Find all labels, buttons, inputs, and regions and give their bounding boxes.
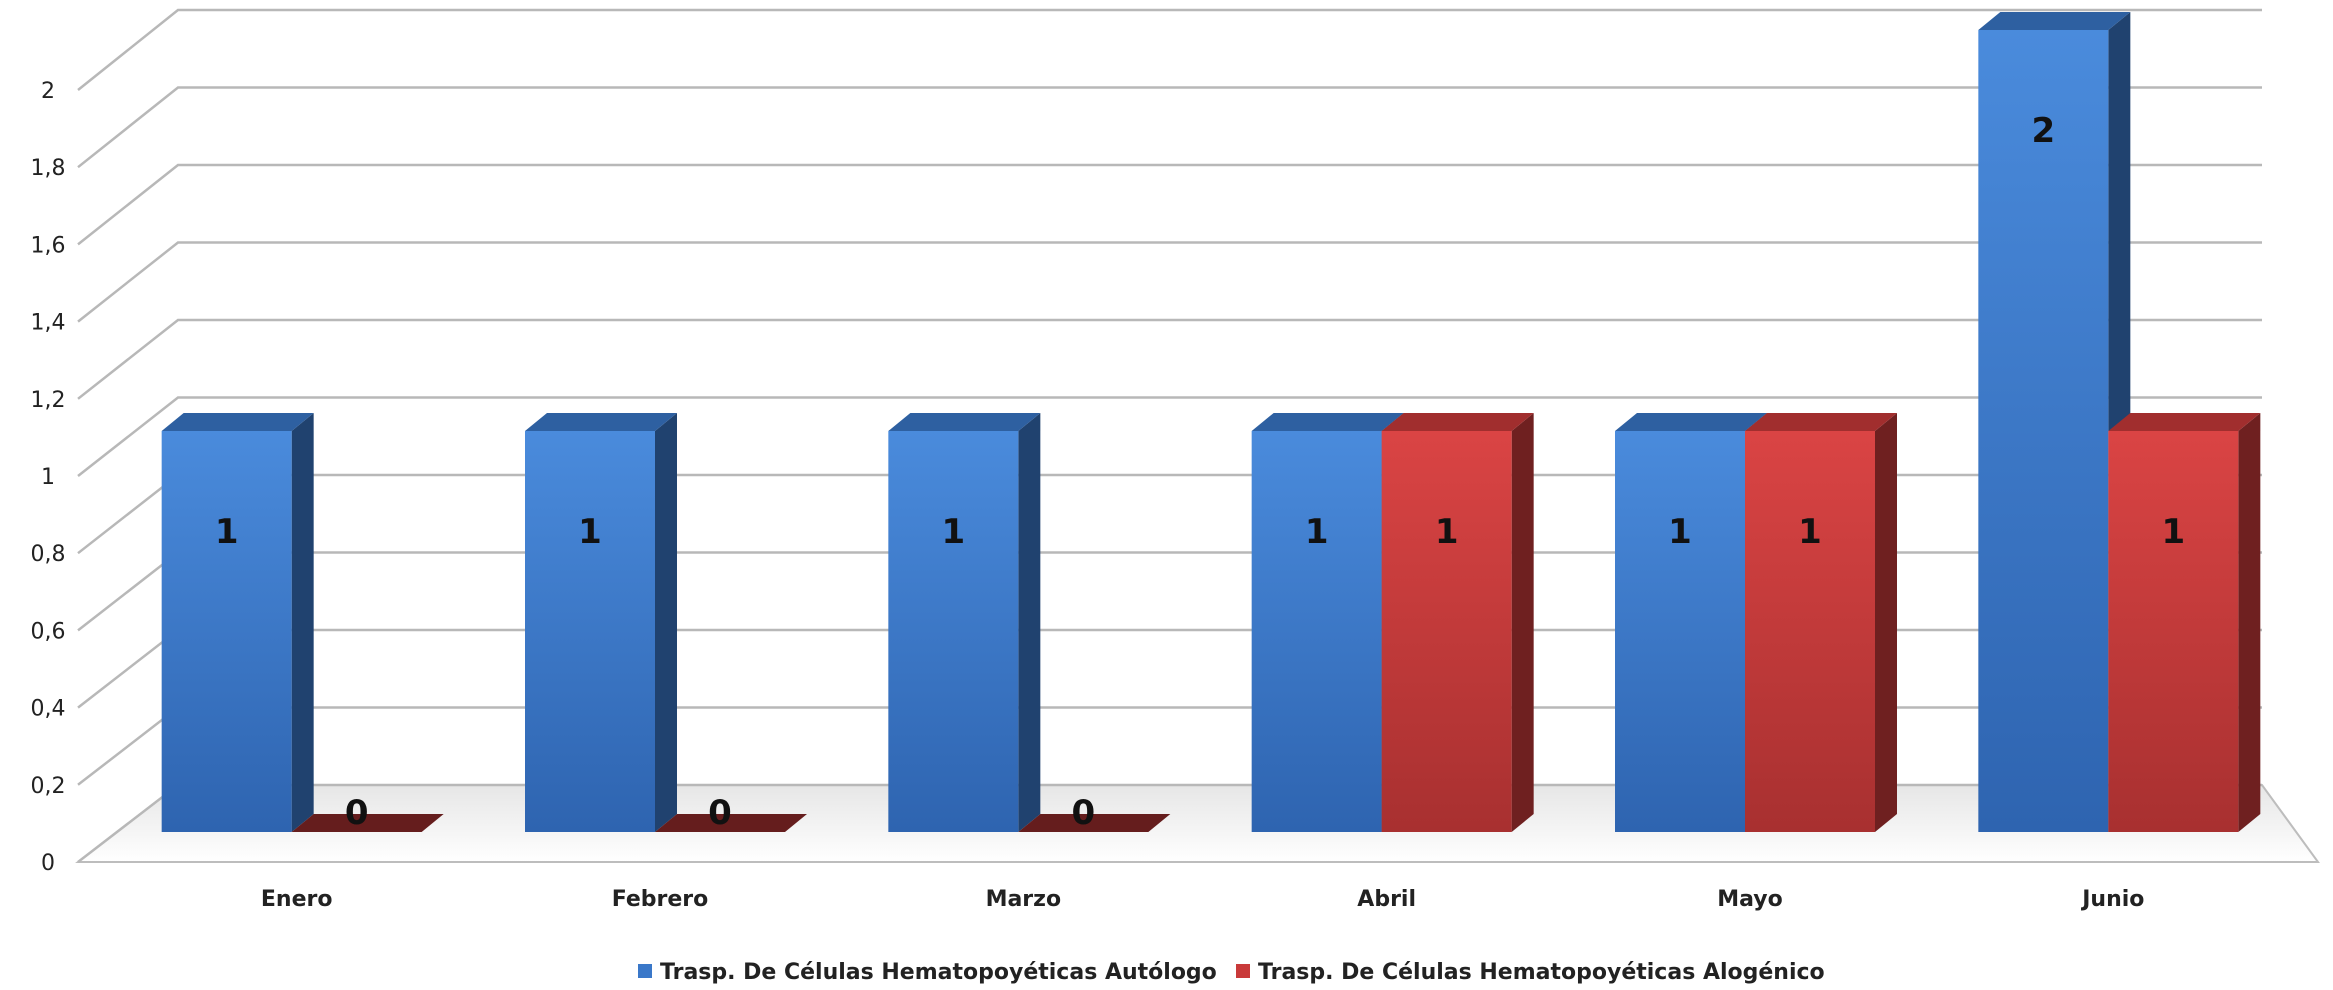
bar-top (2108, 413, 2261, 431)
x-tick-label: Marzo (986, 887, 1062, 912)
bars-layer (161, 12, 2261, 832)
data-label: 0 (345, 793, 369, 833)
data-label: 1 (578, 512, 602, 552)
y-tick-label: 0 (41, 851, 55, 876)
y-tick-label: 0,6 (31, 619, 66, 644)
gridline (77, 551, 2262, 632)
data-label: 1 (941, 512, 965, 552)
y-tick-label: 1,6 (31, 233, 66, 258)
data-label: 2 (2031, 111, 2055, 151)
bar-front (1251, 431, 1382, 832)
gridline (77, 396, 2262, 477)
data-label: 1 (2161, 512, 2185, 552)
bar-alogenico-junio (2108, 413, 2261, 832)
labels-layer: 0 0,2 0,4 0,6 0,8 1 1,2 1,4 1,6 1,8 2 1 0 Enero 1 0 Febr… (31, 79, 2186, 912)
y-tick-label: 0,8 (31, 542, 66, 567)
bar-autologo-mayo (1615, 413, 1767, 832)
bar-front (1615, 431, 1745, 832)
data-label: 0 (1071, 793, 1095, 833)
data-label: 1 (1305, 512, 1329, 552)
x-tick-label: Junio (2080, 887, 2144, 912)
bar-side (291, 413, 314, 832)
bar-autologo-marzo (888, 413, 1041, 832)
bar-side (655, 413, 677, 832)
bar-autologo-abril (1251, 413, 1404, 832)
bar-front (1381, 431, 1512, 832)
bar-front (2108, 431, 2239, 832)
x-tick-label: Mayo (1717, 887, 1783, 912)
gridline (77, 628, 2262, 709)
bar-top (525, 413, 677, 431)
gridline (77, 241, 2262, 323)
legend-label: Trasp. De Células Hematopoyéticas Autólo… (660, 960, 1217, 985)
bar-front (1745, 431, 1875, 832)
bar-alogenico-enero (291, 814, 444, 832)
bar-autologo-enero (161, 413, 314, 832)
bar-side (1875, 413, 1897, 832)
bar-alogenico-abril (1381, 413, 1534, 832)
bar-side (1511, 413, 1534, 832)
y-tick-label: 1,4 (31, 311, 66, 336)
legend-swatch (638, 964, 652, 978)
y-tick-label: 1,2 (31, 388, 66, 413)
data-label: 1 (1435, 512, 1459, 552)
x-tick-label: Abril (1357, 887, 1416, 912)
gridline (77, 473, 2262, 555)
bar-top (655, 814, 807, 832)
bar-top (1381, 413, 1534, 431)
bar-front (161, 431, 292, 832)
bar-side (2238, 413, 2261, 832)
bar-autologo-febrero (525, 413, 677, 832)
y-tick-label: 0,2 (31, 774, 66, 799)
bar-top (1978, 12, 2131, 30)
bar-front (1978, 30, 2109, 832)
bar-alogenico-marzo (1018, 814, 1171, 832)
legend: Trasp. De Células Hematopoyéticas Autólo… (638, 960, 1825, 985)
bar-front (888, 431, 1019, 832)
gridline (77, 706, 2262, 786)
gridline (77, 318, 2262, 400)
y-tick-label: 2 (41, 79, 55, 104)
bar-top (1251, 413, 1404, 431)
bar-top (161, 413, 314, 431)
data-label: 1 (1668, 512, 1692, 552)
bar-front (525, 431, 655, 832)
bar-top (291, 814, 444, 832)
bar-top (1018, 814, 1171, 832)
gridline (77, 163, 2262, 246)
data-label: 0 (708, 793, 732, 833)
bar-top (888, 413, 1041, 431)
x-tick-label: Febrero (612, 887, 709, 912)
y-tick-label: 1 (41, 465, 55, 490)
bar-alogenico-febrero (655, 814, 807, 832)
x-tick-label: Enero (261, 887, 333, 912)
y-tick-label: 1,8 (31, 156, 66, 181)
gridline (77, 8, 2262, 91)
legend-label: Trasp. De Células Hematopoyéticas Alogén… (1258, 960, 1825, 985)
y-tick-label: 0,4 (31, 697, 66, 722)
bar-top (1745, 413, 1897, 431)
bar-alogenico-mayo (1745, 413, 1897, 832)
bar-side (1018, 413, 1041, 832)
data-label: 1 (215, 512, 239, 552)
gridline (77, 86, 2262, 169)
data-label: 1 (1798, 512, 1822, 552)
legend-swatch (1236, 964, 1250, 978)
bar-top (1615, 413, 1767, 431)
